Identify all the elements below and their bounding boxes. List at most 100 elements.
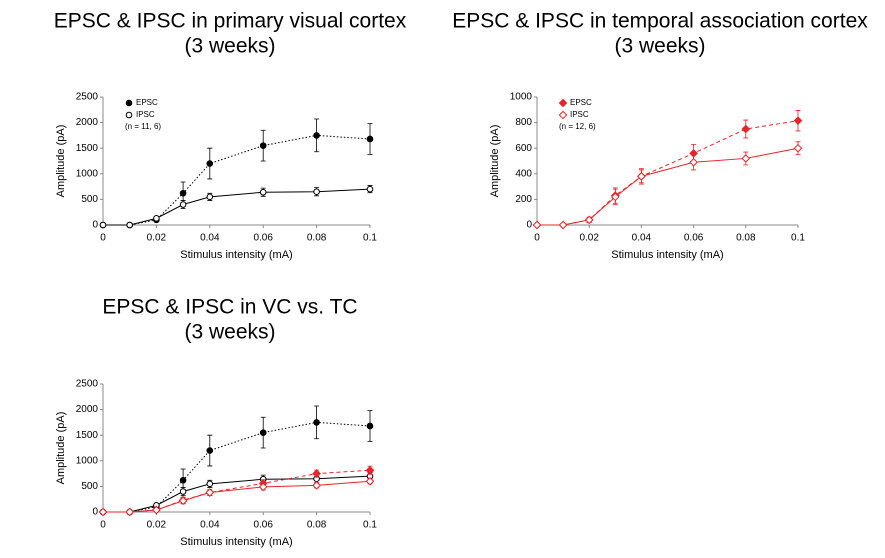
series-line (103, 188, 371, 226)
marker (312, 481, 321, 490)
marker (179, 476, 187, 484)
marker (366, 135, 374, 143)
series-line (103, 475, 371, 513)
marker (99, 221, 107, 229)
legend-label: IPSC (136, 110, 155, 119)
y-tick-label: 0 (92, 507, 98, 518)
marker (741, 124, 751, 134)
legend-label: IPSC (570, 110, 589, 119)
chart-subtitle: (3 weeks) (614, 35, 705, 58)
y-axis-title: Amplitude (pA) (55, 412, 67, 485)
marker (637, 172, 646, 181)
legend-label: EPSC (570, 98, 592, 107)
marker (366, 422, 374, 430)
marker (259, 429, 267, 436)
x-tick-label: 0.08 (307, 520, 327, 531)
chart-title: EPSC & IPSC in primary visual cortex (54, 10, 407, 33)
legend-marker (125, 99, 133, 107)
marker (259, 142, 267, 149)
marker (206, 480, 214, 488)
y-axis-title: Amplitude (pA) (55, 125, 67, 198)
marker (313, 419, 320, 426)
y-tick-label: 500 (81, 481, 98, 492)
marker (689, 157, 698, 167)
marker (366, 185, 374, 193)
x-tick-label: 0.04 (200, 233, 220, 244)
chart-subtitle: (3 weeks) (184, 321, 275, 344)
x-tick-label: 0.04 (200, 520, 220, 531)
x-tick-label: 0.02 (147, 520, 167, 531)
marker (206, 160, 214, 167)
marker (98, 507, 108, 517)
marker (793, 143, 803, 153)
x-tick-label: 0.04 (632, 233, 652, 244)
chart: EPSC & IPSC in temporal association cort… (452, 10, 868, 261)
series-line (537, 147, 799, 226)
x-tick-label: 0.1 (363, 520, 377, 531)
x-tick-label: 0.1 (363, 233, 377, 244)
series-line (103, 480, 371, 513)
y-tick-label: 1000 (510, 92, 533, 103)
marker (365, 465, 375, 475)
marker (125, 507, 135, 517)
x-axis-title: Stimulus intensity (mA) (180, 536, 292, 548)
annotation: (n = 12, 6) (559, 122, 596, 131)
chart-title: EPSC & IPSC in VC vs. TC (102, 296, 357, 319)
annotation: (n = 11, 6) (125, 122, 161, 131)
marker (313, 188, 320, 196)
y-tick-label: 2000 (76, 117, 99, 128)
y-tick-label: 1000 (76, 168, 99, 179)
legend-marker (558, 110, 568, 120)
marker (206, 193, 214, 201)
series-line (103, 421, 371, 513)
marker (179, 189, 187, 197)
marker (206, 447, 214, 454)
chart-title: EPSC & IPSC in temporal association cort… (452, 10, 868, 33)
y-tick-label: 600 (515, 143, 532, 154)
x-tick-label: 0.06 (253, 520, 273, 531)
marker (205, 488, 215, 497)
marker (312, 469, 321, 478)
x-tick-label: 0.08 (307, 233, 327, 244)
y-tick-label: 2000 (76, 404, 99, 415)
x-tick-label: 0.02 (147, 233, 167, 244)
x-tick-label: 0.06 (684, 233, 704, 244)
marker (259, 188, 267, 196)
x-tick-label: 0.1 (791, 233, 805, 244)
y-axis-title: Amplitude (pA) (489, 125, 501, 198)
marker (558, 220, 568, 230)
y-tick-label: 1500 (76, 430, 99, 441)
marker (793, 116, 803, 125)
marker (126, 221, 133, 229)
y-tick-label: 1000 (76, 455, 99, 466)
x-axis-title: Stimulus intensity (mA) (180, 249, 292, 261)
y-tick-label: 400 (515, 168, 532, 179)
series-line (537, 120, 799, 226)
marker (179, 488, 187, 495)
y-tick-label: 1500 (76, 143, 99, 154)
x-axis-title: Stimulus intensity (mA) (611, 249, 723, 261)
chart: EPSC & IPSC in VC vs. TC(3 weeks) 0 500 100… (55, 296, 377, 548)
x-tick-label: 0.02 (579, 233, 599, 244)
marker (153, 215, 160, 222)
y-tick-label: 2500 (76, 379, 99, 390)
marker (313, 132, 320, 139)
y-tick-label: 2500 (76, 92, 99, 103)
legend-label: EPSC (136, 98, 158, 107)
series-line (103, 134, 371, 226)
legend-marker (558, 98, 568, 108)
chart-subtitle: (3 weeks) (184, 35, 275, 58)
y-tick-label: 200 (515, 194, 532, 205)
x-tick-label: 0.06 (253, 233, 273, 244)
marker (258, 482, 268, 492)
marker (152, 505, 161, 515)
marker (179, 201, 187, 208)
marker (365, 476, 375, 486)
marker (741, 154, 751, 163)
marker (532, 220, 542, 230)
marker (584, 215, 594, 225)
marker (178, 496, 188, 506)
x-tick-label: 0 (534, 233, 540, 244)
y-tick-label: 500 (81, 194, 98, 205)
